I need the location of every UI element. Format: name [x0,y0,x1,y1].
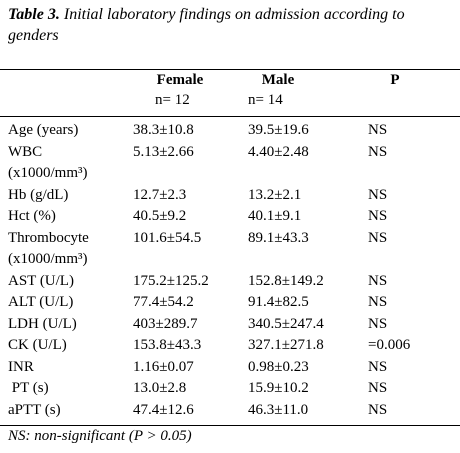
cell: 175.2±125.2 [133,272,209,289]
cell: NS [368,315,388,332]
row-label: PT (s) [8,380,49,396]
column-count: n= 12 [155,92,190,108]
cell: 15.9±10.2 [248,380,309,396]
cell: 39.5±19.6 [248,122,309,138]
cell: 340.5±247.4 [248,315,324,332]
column-header: P [390,72,400,88]
cell: 152.8±149.2 [248,272,324,289]
row-label: Hct (%) [8,208,56,224]
title-text: Initial laboratory findings on admission… [8,6,405,44]
cell: 91.4±82.5 [248,294,309,310]
cell: 403±289.7 [133,315,198,332]
cell: NS [368,122,388,138]
cell: =0.006 [368,337,411,353]
cell: 46.3±11.0 [248,401,309,418]
row-label: LDH (U/L) [8,315,77,332]
row-label: (x1000/mm³) [8,251,88,267]
cell: NS [368,358,388,375]
row-label: Age (years) [8,122,79,138]
cell: NS [368,272,388,289]
cell: NS [368,380,388,396]
cell: 40.1±9.1 [248,208,302,224]
row-label: Hb (g/dL) [8,186,69,203]
row-label: aPTT (s) [8,401,61,418]
row-label: INR [8,358,34,375]
cell: 89.1±43.3 [248,229,309,246]
cell: NS [368,229,388,246]
cell: 327.1±271.8 [248,337,324,353]
cell: 5.13±2.66 [133,143,194,160]
cell: 101.6±54.5 [133,229,202,246]
row-label: ALT (U/L) [8,294,74,310]
cell: 1.16±0.07 [133,358,194,375]
cell: 38.3±10.8 [133,122,194,138]
row-label: AST (U/L) [8,272,74,289]
cell: 40.5±9.2 [133,208,187,224]
header-rule [0,116,460,117]
column-count: n= 14 [248,92,283,108]
footnote: NS: non-significant (P > 0.05) [8,428,192,444]
cell: 13.2±2.1 [248,186,302,203]
column-header: Female [156,72,204,88]
cell: 12.7±2.3 [133,186,187,203]
cell: 153.8±43.3 [133,337,202,353]
cell: 77.4±54.2 [133,294,194,310]
cell: 13.0±2.8 [133,380,187,396]
table-title: Table 3. Initial laboratory findings on … [8,4,448,46]
row-label: Thrombocyte [8,229,89,246]
title-label: Table 3. [8,6,60,23]
top-rule [0,69,460,70]
cell: NS [368,186,388,203]
bottom-rule [0,425,460,426]
column-header: Male [261,72,295,88]
cell: NS [368,143,388,160]
cell: 0.98±0.23 [248,358,309,375]
cell: NS [368,208,388,224]
row-label: CK (U/L) [8,337,67,353]
row-label: WBC [8,143,43,160]
cell: NS [368,294,388,310]
cell: 47.4±12.6 [133,401,194,418]
row-label: (x1000/mm³) [8,165,88,181]
cell: NS [368,401,388,418]
cell: 4.40±2.48 [248,143,309,160]
